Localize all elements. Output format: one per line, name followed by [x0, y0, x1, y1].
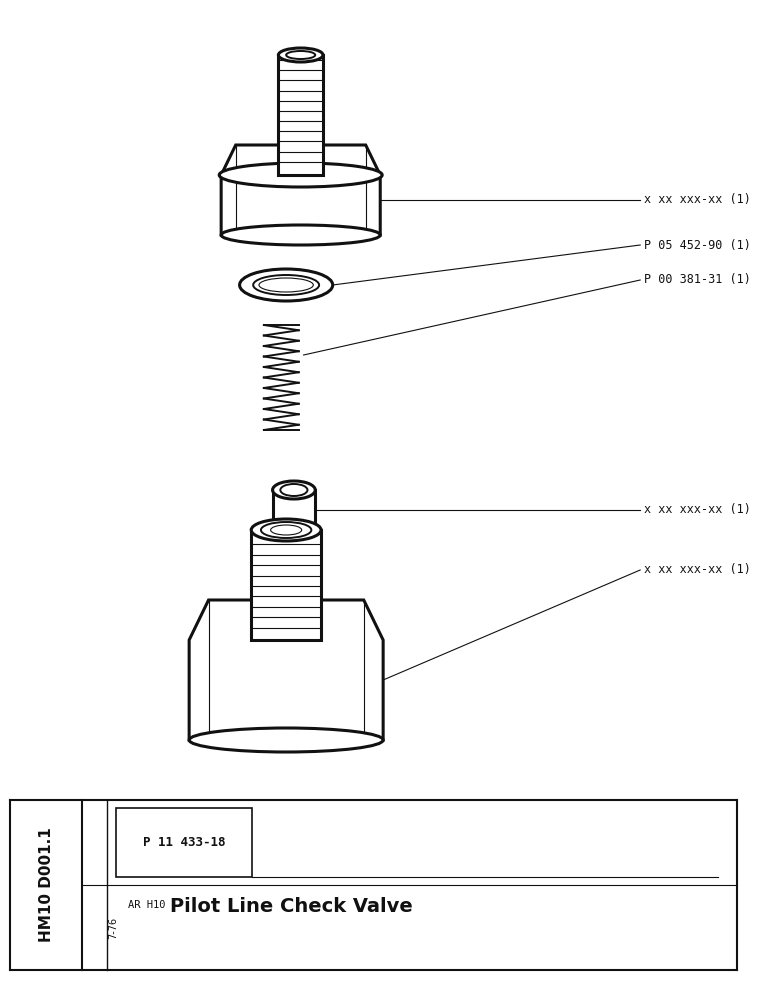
Text: P 11 433-18: P 11 433-18: [143, 836, 225, 849]
Polygon shape: [189, 600, 383, 740]
Text: HM10 D001.1: HM10 D001.1: [39, 828, 53, 942]
Ellipse shape: [286, 51, 315, 59]
Ellipse shape: [271, 525, 302, 535]
Text: AR H10: AR H10: [128, 900, 165, 910]
Bar: [117, 808, 252, 877]
Text: x xx xxx-xx (1): x xx xxx-xx (1): [644, 564, 751, 576]
Ellipse shape: [291, 525, 309, 543]
Text: P 00 381-31 (1): P 00 381-31 (1): [644, 273, 751, 286]
Bar: [279, 55, 323, 175]
Polygon shape: [221, 145, 381, 235]
Ellipse shape: [221, 225, 381, 245]
Ellipse shape: [261, 522, 311, 538]
Ellipse shape: [279, 48, 323, 62]
Ellipse shape: [219, 163, 382, 187]
Ellipse shape: [273, 481, 315, 499]
Ellipse shape: [251, 519, 321, 541]
Text: x xx xxx-xx (1): x xx xxx-xx (1): [644, 504, 751, 516]
Bar: [251, 530, 321, 640]
Ellipse shape: [253, 275, 319, 295]
Text: P 05 452-90 (1): P 05 452-90 (1): [644, 238, 751, 251]
Text: Pilot Line Check Valve: Pilot Line Check Valve: [170, 897, 412, 916]
Text: x xx xxx-xx (1): x xx xxx-xx (1): [644, 194, 751, 207]
Text: 7-76: 7-76: [109, 916, 118, 939]
Ellipse shape: [189, 728, 383, 752]
Ellipse shape: [280, 484, 307, 496]
Ellipse shape: [273, 561, 315, 579]
Bar: [273, 490, 315, 570]
Ellipse shape: [239, 269, 333, 301]
Ellipse shape: [259, 278, 313, 292]
